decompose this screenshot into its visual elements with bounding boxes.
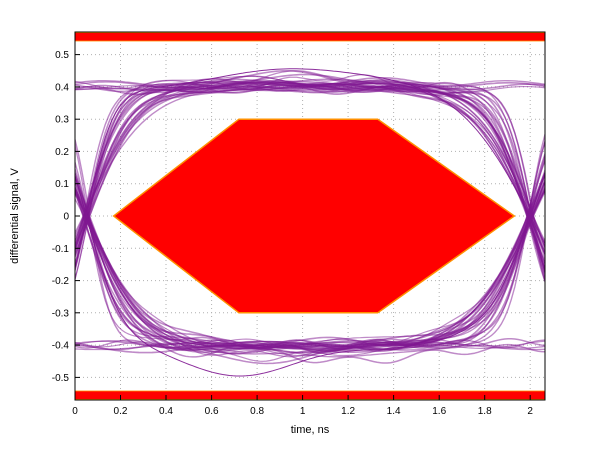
y-tick-label: 0.2: [55, 147, 69, 158]
y-tick-label: -0.2: [52, 276, 70, 287]
signal-trace: [75, 174, 545, 377]
y-tick-label: -0.3: [52, 308, 70, 319]
signal-trace: [75, 160, 545, 349]
signal-trace: [75, 181, 545, 350]
y-tick-label: 0.4: [55, 82, 69, 93]
x-tick-label: 2: [527, 406, 533, 417]
x-axis-label: time, ns: [291, 424, 330, 436]
y-tick-label: 0.1: [55, 179, 69, 190]
y-tick-label: -0.5: [52, 373, 70, 384]
signal-trace: [75, 172, 545, 362]
y-tick-label: 0.5: [55, 50, 69, 61]
x-tick-label: 1.2: [341, 406, 355, 417]
signal-trace: [75, 81, 545, 278]
signal-trace: [75, 187, 545, 355]
eye-diagram-traces: [75, 68, 545, 377]
y-tick-label: -0.4: [52, 341, 70, 352]
y-tick-label: 0.3: [55, 115, 69, 126]
signal-trace: [75, 88, 545, 282]
signal-trace: [75, 169, 545, 347]
y-tick-label: -0.1: [52, 244, 70, 255]
signal-trace: [75, 85, 545, 280]
axis-tick-labels: 0 0.2 0.4 0.6 0.8 1 1.2 1.4 1.6 1.8 2 -0.5 -0.4 -0.3 -…: [52, 50, 534, 417]
mask-bottom-bar: [74, 390, 546, 400]
y-tick-label: 0: [63, 212, 69, 223]
x-tick-label: 0.8: [250, 406, 264, 417]
signal-trace: [75, 68, 545, 269]
signal-trace: [75, 172, 545, 354]
x-tick-label: 1: [300, 406, 306, 417]
x-tick-label: 1.4: [387, 406, 401, 417]
axes-frame: [74, 31, 546, 401]
signal-trace: [75, 75, 545, 268]
mask-center-hexagon: [112, 118, 516, 314]
x-tick-label: 0.4: [159, 406, 173, 417]
x-tick-label: 1.8: [478, 406, 492, 417]
signal-trace: [75, 187, 545, 353]
x-tick-label: 0.6: [205, 406, 219, 417]
x-tick-label: 0: [72, 406, 78, 417]
x-tick-label: 1.6: [432, 406, 446, 417]
signal-trace: [75, 172, 545, 364]
y-axis-label: differential signal, V: [9, 167, 21, 263]
mask-top-bar: [74, 32, 546, 42]
x-tick-label: 0.2: [114, 406, 128, 417]
